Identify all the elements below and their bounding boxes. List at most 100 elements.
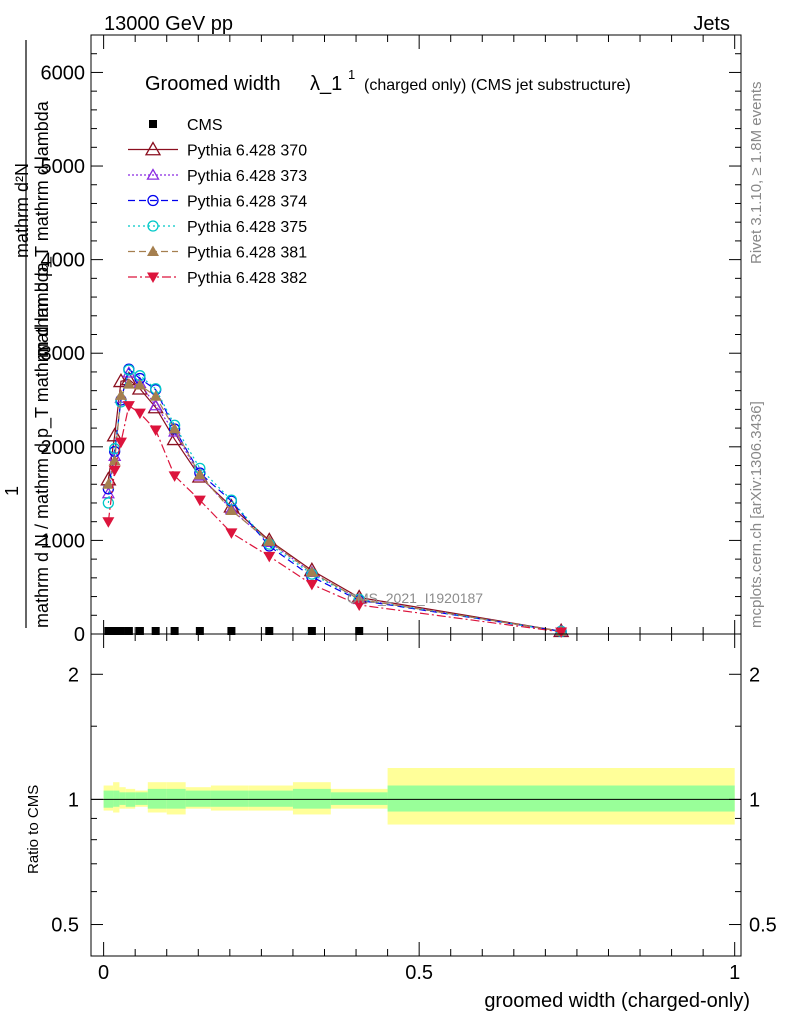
series-pythia-6-428-373: [101, 366, 568, 637]
ylabel-numerator-1: mathrm d²N: [12, 163, 32, 258]
data-point: [102, 517, 115, 528]
ratio-band-inner: [185, 790, 211, 807]
mcplots-label: mcplots.cern.ch [arXiv:1306.3436]: [748, 401, 765, 628]
ratio-band-inner: [248, 790, 293, 807]
data-point: [193, 468, 206, 480]
data-point: [149, 425, 162, 436]
data-point: [102, 497, 115, 509]
data-point: [263, 535, 276, 546]
legend-item: Pythia 6.428 373: [128, 168, 307, 185]
data-point: [133, 379, 146, 390]
data-point: [195, 627, 204, 635]
legend-item: CMS: [149, 117, 223, 134]
data-point: [114, 389, 127, 400]
data-point: [168, 423, 181, 434]
data-point: [133, 408, 146, 420]
legend-item: Pythia 6.428 370: [128, 141, 307, 160]
data-point: [305, 566, 318, 577]
ratio-band-inner: [166, 788, 186, 809]
ylabel-numerator-2: mathrm d p_T mathrm d lambda: [32, 100, 53, 358]
data-point: [122, 401, 135, 412]
rivet-label: Rivet 3.1.10, ≥ 1.8M events: [748, 82, 765, 265]
legend-label: Pythia 6.428 370: [187, 143, 307, 160]
header-jets: Jets: [693, 13, 730, 35]
data-point: [149, 398, 163, 411]
legend-item: Pythia 6.428 382: [128, 270, 307, 287]
y-tick-label: 0: [74, 624, 85, 646]
legend-label: CMS: [187, 117, 223, 134]
data-point: [170, 627, 179, 635]
legend-label: Pythia 6.428 381: [187, 245, 307, 262]
data-point: [135, 627, 144, 635]
ylabel-prefix: 1: [2, 486, 22, 496]
data-point: [147, 245, 159, 256]
ratio-tick-label-right: 2: [749, 664, 760, 686]
data-point: [122, 378, 135, 389]
x-tick-label: 1: [729, 962, 740, 984]
series-pythia-6-428-374: [102, 363, 567, 638]
ratio-tick-label: 2: [68, 664, 79, 686]
data-point: [116, 627, 125, 635]
legend: CMS Pythia 6.428 370 Pythia 6.428 373 Pythi…: [128, 117, 307, 287]
x-tick-label: 0: [98, 962, 109, 984]
ratio-tick-label-right: 1: [749, 789, 760, 811]
data-point: [225, 528, 238, 539]
ratio-band-inner: [135, 792, 148, 805]
series-line: [107, 371, 562, 632]
data-point: [225, 504, 238, 515]
data-point: [146, 168, 160, 180]
series-pythia-6-428-382: [102, 401, 568, 638]
chart-title: Groomed width λ_1 1 (charged only) (CMS …: [145, 67, 631, 95]
legend-label: Pythia 6.428 373: [187, 168, 307, 185]
main-series: [100, 363, 570, 638]
series-pythia-6-428-381: [102, 378, 568, 636]
data-point: [114, 437, 127, 449]
ylabel-denominator: mathrm d N / mathrm d p_T mathrm d lambd…: [32, 261, 53, 628]
ratio-y-axis: 0.5 0.5 1 1 2 2: [51, 664, 777, 936]
ratio-frame: [90, 633, 742, 957]
ratio-band-inner: [147, 788, 167, 809]
series-line: [107, 404, 562, 633]
data-point: [149, 390, 162, 401]
data-point: [555, 627, 568, 638]
data-point: [104, 627, 113, 635]
data-point: [144, 141, 162, 156]
data-point: [305, 579, 318, 591]
y-tick-label: 6000: [41, 62, 86, 84]
ratio-band-inner: [330, 792, 388, 805]
ratio-band-inner: [387, 785, 735, 812]
data-point: [227, 627, 236, 635]
title-superscript: 1: [348, 67, 355, 82]
data-point: [168, 471, 181, 482]
legend-item: Pythia 6.428 381: [128, 245, 307, 262]
data-point: [102, 478, 115, 489]
data-point: [110, 627, 119, 635]
x-axis: 0 0.5 1: [98, 35, 740, 984]
ratio-band-inner: [292, 788, 331, 809]
series-line: [107, 378, 562, 632]
legend-label: Pythia 6.428 382: [187, 270, 307, 287]
data-point: [123, 364, 135, 376]
x-tick-label: 0.5: [405, 962, 433, 984]
series-pythia-6-428-375: [102, 364, 567, 638]
ratio-tick-label-right: 0.5: [749, 915, 777, 937]
x-axis-label: groomed width (charged-only): [484, 990, 750, 1012]
data-point: [307, 627, 316, 635]
legend-item: Pythia 6.428 375: [128, 219, 307, 236]
data-point: [193, 495, 206, 507]
series-line: [107, 368, 562, 632]
ratio-band-inner: [113, 790, 120, 807]
title-symbol: λ_1: [310, 73, 342, 95]
data-point: [265, 627, 274, 635]
data-point: [151, 627, 160, 635]
ratio-bands: [103, 768, 735, 825]
data-point: [355, 627, 364, 635]
data-point: [124, 627, 133, 635]
main-y-axis: 0 1000 2000 3000 4000 5000 6000: [41, 53, 741, 646]
data-point: [108, 465, 121, 477]
header-energy: 13000 GeV pp: [104, 13, 233, 35]
legend-item: Pythia 6.428 374: [128, 194, 307, 211]
y-tick-label: 3000: [41, 343, 86, 365]
ratio-band-inner: [119, 792, 126, 805]
series-pythia-6-428-370: [100, 371, 570, 638]
